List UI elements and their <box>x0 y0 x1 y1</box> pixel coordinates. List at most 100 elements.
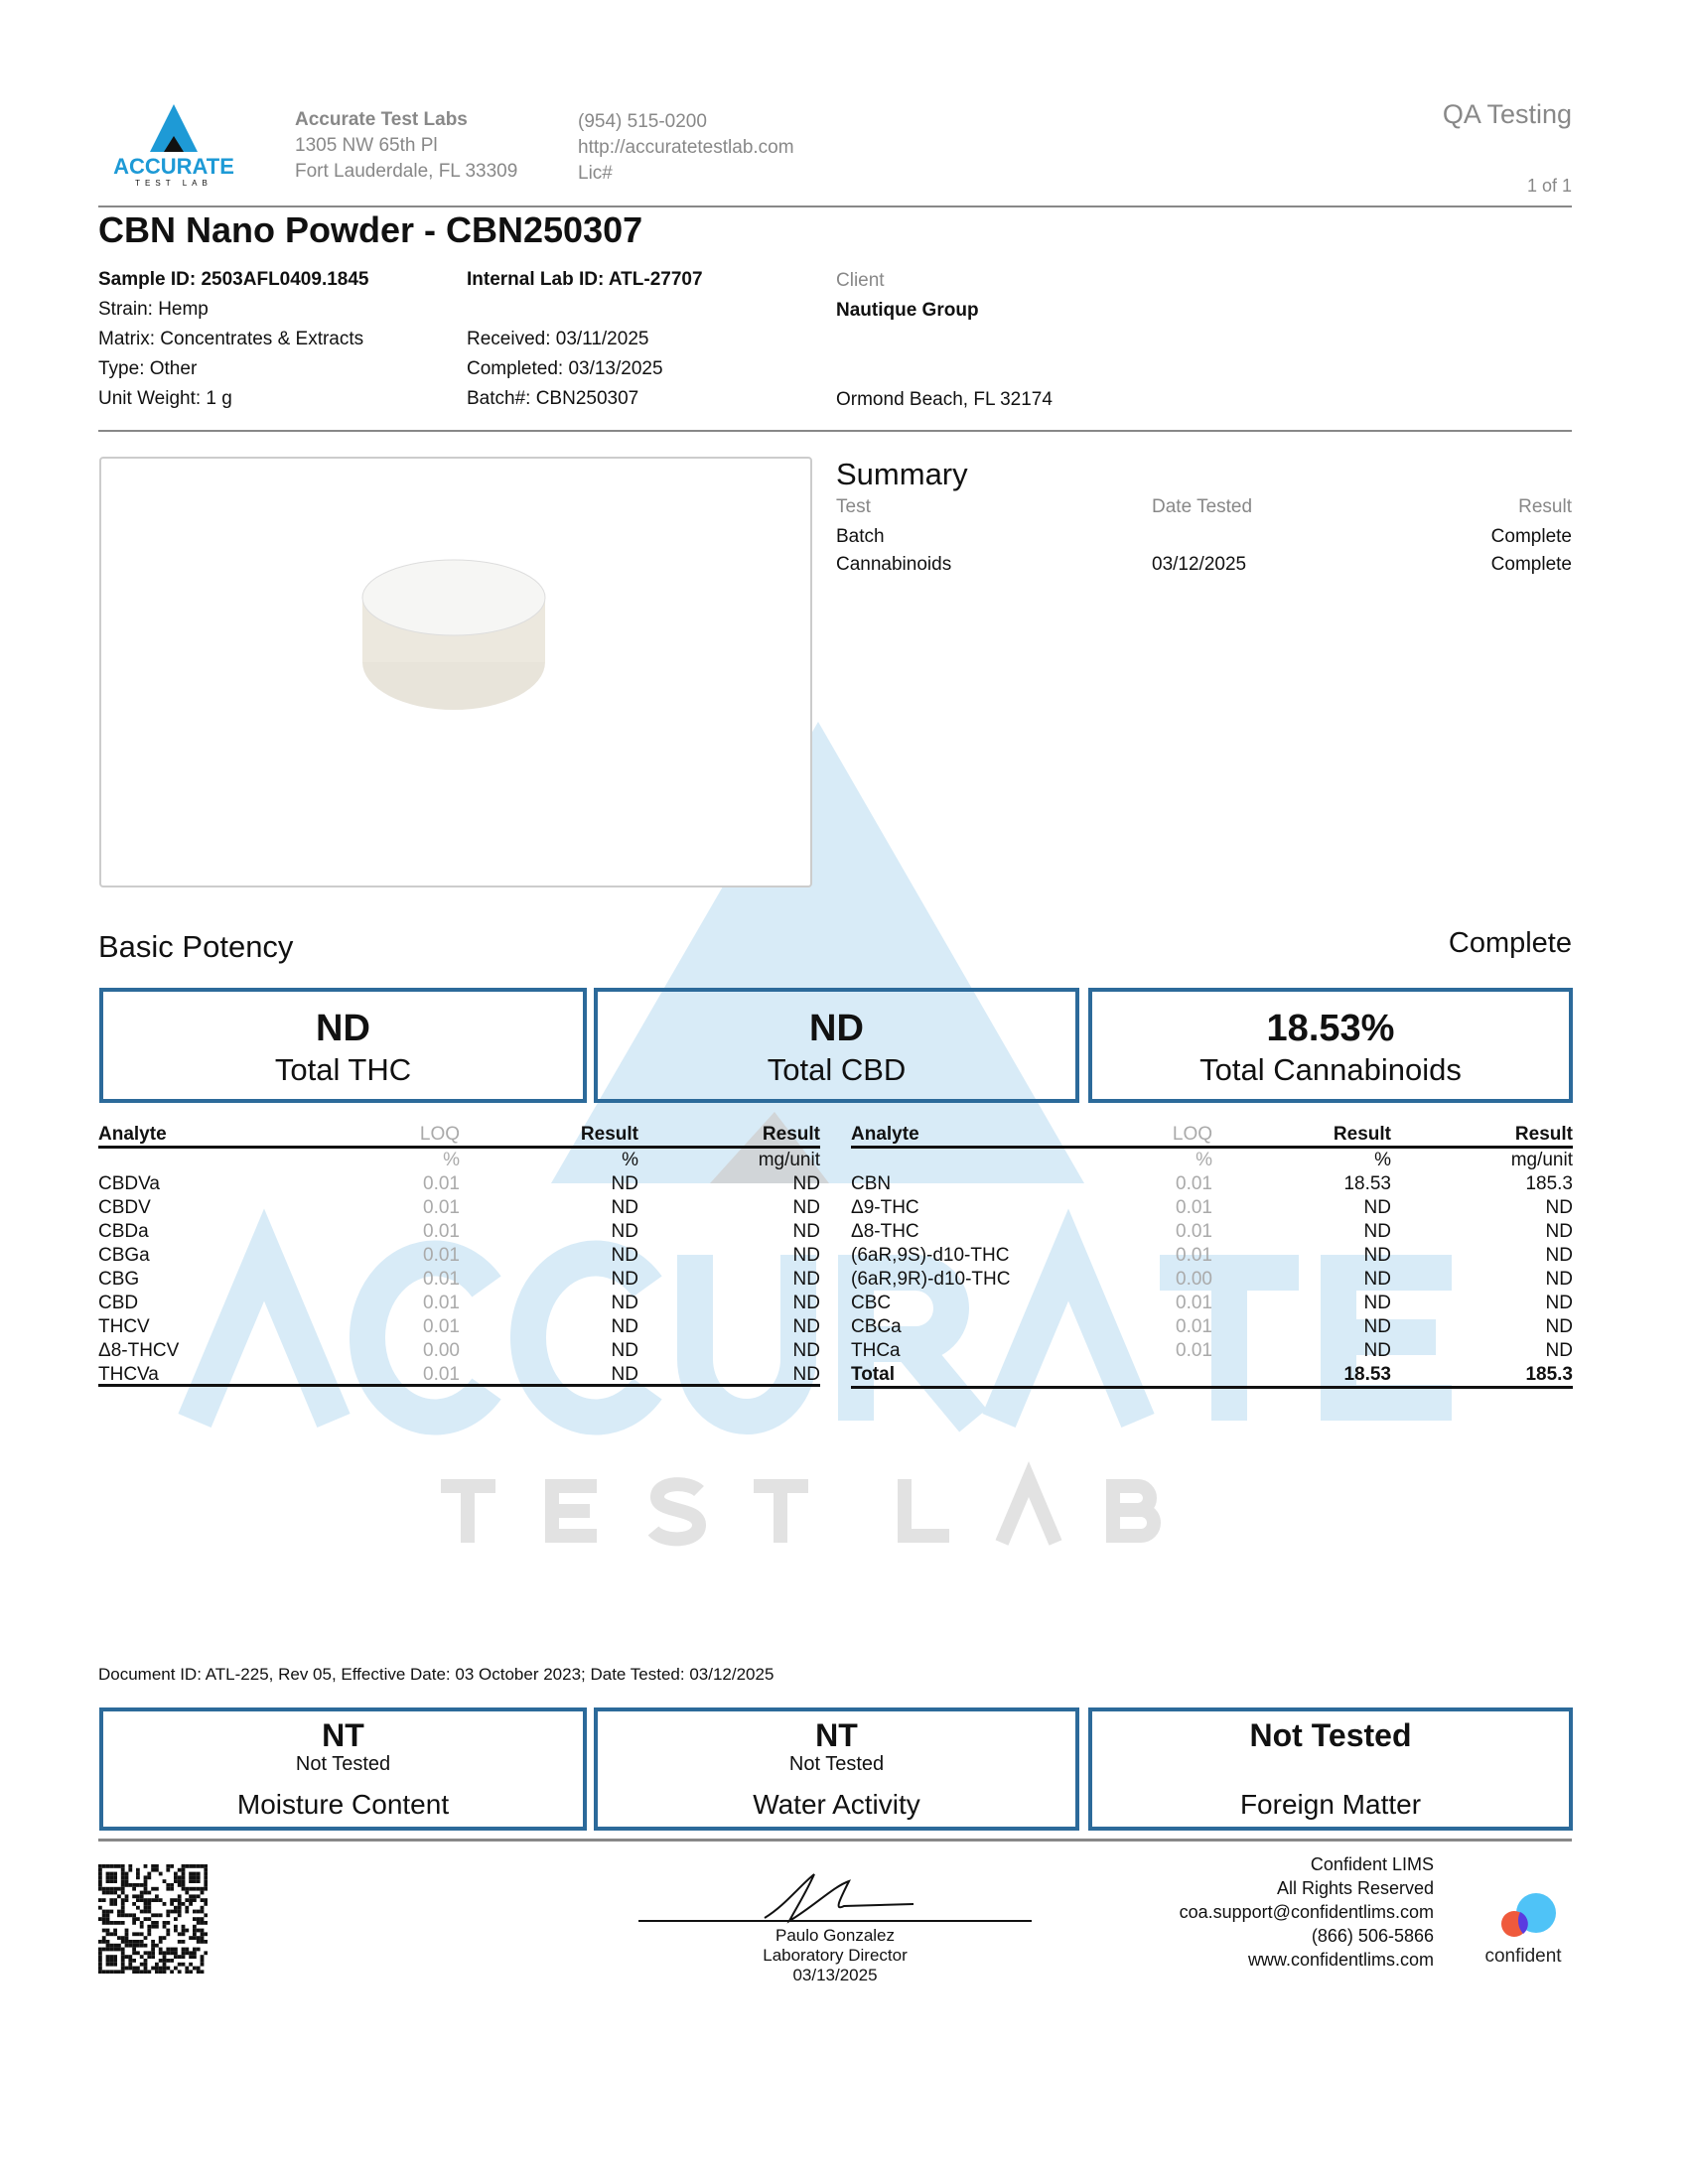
cell-c2: 0.01 <box>1176 1340 1212 1361</box>
cell-c1 <box>851 1149 1133 1172</box>
table-units: %% mg/unit <box>851 1149 1573 1172</box>
summary-date: 03/12/2025 <box>1152 554 1247 575</box>
summary-header: Test Date Tested Result <box>836 496 1572 526</box>
cell-c3: ND <box>611 1173 638 1194</box>
signature-date: 03/13/2025 <box>792 1966 878 1984</box>
table-units: %% mg/unit <box>98 1149 820 1172</box>
cell-c3: ND <box>1363 1316 1391 1337</box>
cell-c4: ND <box>792 1173 820 1194</box>
box-label: Total THC <box>274 1052 412 1087</box>
cell-c3: ND <box>1363 1340 1391 1361</box>
document-id: Document ID: ATL-225, Rev 05, Effective … <box>98 1665 774 1684</box>
cell-c2: 0.01 <box>1176 1197 1212 1218</box>
potency-table-right: Analyte LOQ Result Result%% mg/unit CBN 0.01 18… <box>851 1123 1573 1389</box>
divider <box>98 430 1572 432</box>
cell-c2: 0.01 <box>423 1173 460 1194</box>
cell-c1: CBC <box>851 1293 892 1313</box>
box-value: ND <box>809 1008 864 1049</box>
summary-row: Cannabinoids 03/12/2025 Complete <box>836 554 1572 582</box>
cell-c1: CBN <box>851 1173 892 1194</box>
box-sub: Not Tested <box>295 1753 391 1775</box>
table-row: THCa 0.01 ND ND <box>851 1339 1573 1363</box>
cell-c3: % <box>1374 1150 1391 1170</box>
box-value: NT <box>322 1717 364 1753</box>
watermark-sub-letter <box>754 1479 808 1543</box>
watermark-sub-letter <box>995 1460 1062 1546</box>
watermark-sub-letter <box>898 1479 949 1543</box>
cell-c1: Δ9-THC <box>851 1197 919 1218</box>
box-value: ND <box>316 1008 370 1049</box>
cell-c4: ND <box>1545 1269 1573 1290</box>
signature-image <box>764 1873 914 1924</box>
cell-c1: Δ8-THC <box>851 1221 919 1242</box>
confident-logo: confident <box>1479 1891 1579 1971</box>
cell-c3: ND <box>1363 1269 1391 1290</box>
lims-rights: All Rights Reserved <box>1276 1878 1434 1898</box>
box-label: Moisture Content <box>236 1789 450 1820</box>
cell-c1: Δ8-THCV <box>98 1340 180 1361</box>
cell-c4: ND <box>792 1221 820 1242</box>
summary: Summary Test Date Tested Result Batch Co… <box>836 457 1572 582</box>
cell-c3: ND <box>611 1269 638 1290</box>
cell-c1: THCVa <box>98 1364 159 1385</box>
cell-c4: ND <box>792 1316 820 1337</box>
table-total-row: Total 18.53 185.3 <box>851 1363 1573 1389</box>
box-value: NT <box>815 1717 858 1753</box>
table-row: (6aR,9S)-d10-THC 0.01 ND ND <box>851 1244 1573 1268</box>
box-label: Water Activity <box>753 1789 920 1820</box>
cell-c3: ND <box>611 1221 638 1242</box>
box-label: Total Cannabinoids <box>1199 1052 1462 1087</box>
sample-jar-image <box>361 559 546 710</box>
lims-phone: (866) 506-5866 <box>1311 1926 1434 1946</box>
cell-c4: ND <box>792 1364 820 1385</box>
summary-result: Complete <box>1490 554 1572 575</box>
moisture-content-box: NT Not Tested Moisture Content <box>99 1707 587 1831</box>
watermark-sub-letter <box>647 1477 707 1547</box>
lims-info: Confident LIMS All Rights Reserved coa.s… <box>1180 1852 1434 1972</box>
cell-c3: Result <box>1333 1124 1391 1145</box>
internal-lab-id: Internal Lab ID: ATL-27707 <box>467 269 703 290</box>
cell-c1: CBG <box>98 1269 140 1290</box>
cell-c4: Result <box>1514 1124 1573 1145</box>
cell-c1: THCV <box>98 1316 150 1337</box>
lab-logo: ACCURATE TEST LAB <box>104 102 243 192</box>
foreign-matter-box: Not Tested Foreign Matter <box>1088 1707 1573 1831</box>
cell-c1: CBDVa <box>98 1173 160 1194</box>
table-row: THCVa 0.01 ND ND <box>98 1363 820 1387</box>
client-location: Ormond Beach, FL 32174 <box>836 389 1053 410</box>
lims-name: Confident LIMS <box>1310 1854 1434 1874</box>
cell-c4: 185.3 <box>1525 1173 1573 1194</box>
box-value: Not Tested <box>1249 1717 1412 1753</box>
cell-c3: Result <box>580 1124 638 1145</box>
cell-c1 <box>98 1149 380 1172</box>
cell-c2: % <box>443 1150 460 1170</box>
table-row: THCV 0.01 ND ND <box>98 1315 820 1339</box>
header-result: Result <box>1518 496 1572 517</box>
summary-test: Batch <box>836 526 885 547</box>
cell-c1: CBD <box>98 1293 139 1313</box>
sample-photo <box>99 457 812 887</box>
cell-c2: 0.01 <box>423 1269 460 1290</box>
cell-c2: LOQ <box>419 1124 460 1145</box>
lab-website[interactable]: http://accuratetestlab.com <box>578 137 794 158</box>
client-name: Nautique Group <box>836 300 979 321</box>
unit-weight: Unit Weight: 1 g <box>98 388 232 409</box>
total-cbd-box: ND Total CBD <box>594 988 1079 1103</box>
cell-c3: 18.53 <box>1343 1364 1391 1385</box>
cell-c1: (6aR,9R)-d10-THC <box>851 1269 1011 1290</box>
lims-email[interactable]: coa.support@confidentlims.com <box>1179 1902 1434 1922</box>
table-header: Analyte LOQ Result Result <box>851 1123 1573 1149</box>
cell-c3: ND <box>1363 1293 1391 1313</box>
cell-c1: CBGa <box>98 1245 150 1266</box>
triangle-logo-icon <box>150 104 198 152</box>
signatory: Paulo Gonzalez Laboratory Director 03/13… <box>638 1926 1032 1985</box>
potency-status: Complete <box>1448 927 1572 959</box>
divider <box>98 205 1572 207</box>
cell-c4: ND <box>792 1293 820 1313</box>
cell-c2: 0.00 <box>1176 1269 1212 1290</box>
cell-c2: 0.01 <box>423 1316 460 1337</box>
lims-website[interactable]: www.confidentlims.com <box>1247 1950 1434 1970</box>
table-row: CBDa 0.01 ND ND <box>98 1220 820 1244</box>
table-row: CBG 0.01 ND ND <box>98 1268 820 1292</box>
qr-code-icon[interactable] <box>98 1864 208 1974</box>
